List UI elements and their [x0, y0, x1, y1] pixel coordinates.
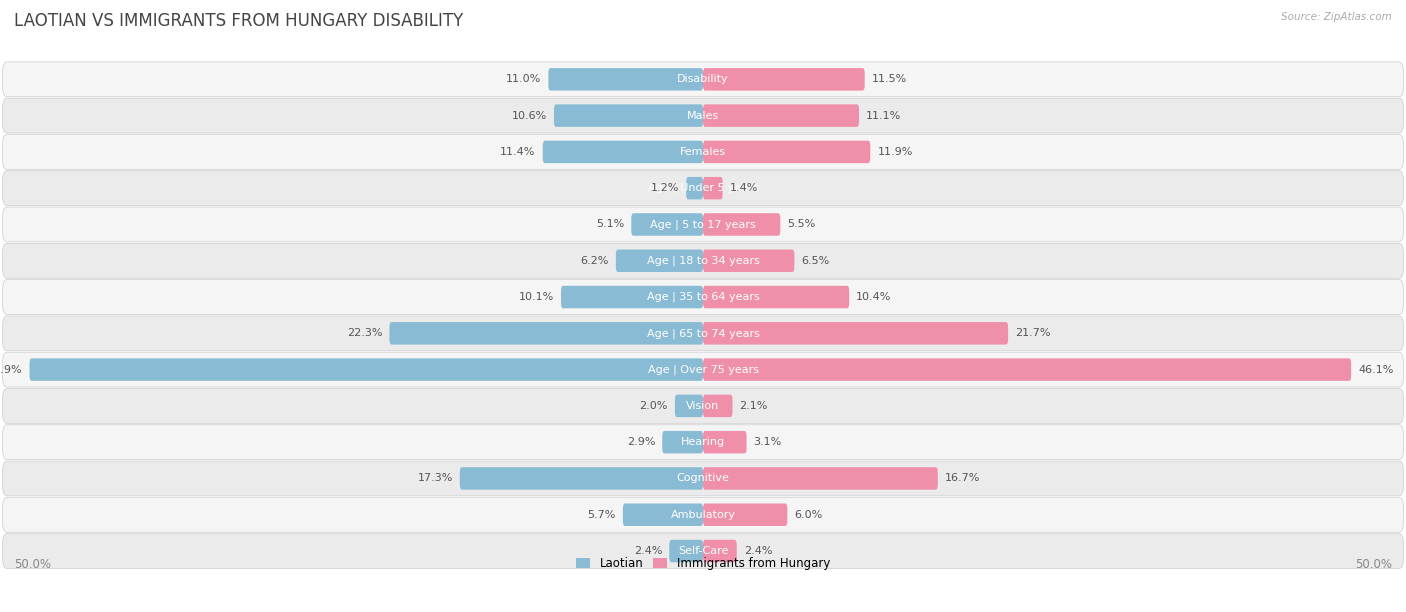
Text: 10.6%: 10.6%: [512, 111, 547, 121]
FancyBboxPatch shape: [631, 213, 703, 236]
FancyBboxPatch shape: [548, 68, 703, 91]
FancyBboxPatch shape: [703, 105, 859, 127]
FancyBboxPatch shape: [703, 540, 737, 562]
Text: 11.4%: 11.4%: [501, 147, 536, 157]
Text: 50.0%: 50.0%: [14, 558, 51, 571]
Text: 11.9%: 11.9%: [877, 147, 912, 157]
Text: Age | Under 5 years: Age | Under 5 years: [648, 183, 758, 193]
FancyBboxPatch shape: [3, 135, 1403, 170]
FancyBboxPatch shape: [623, 504, 703, 526]
Text: 2.4%: 2.4%: [634, 546, 662, 556]
Text: Vision: Vision: [686, 401, 720, 411]
Text: 46.1%: 46.1%: [1358, 365, 1393, 375]
Text: Hearing: Hearing: [681, 437, 725, 447]
Text: Source: ZipAtlas.com: Source: ZipAtlas.com: [1281, 12, 1392, 22]
FancyBboxPatch shape: [669, 540, 703, 562]
FancyBboxPatch shape: [460, 467, 703, 490]
Text: 22.3%: 22.3%: [347, 328, 382, 338]
FancyBboxPatch shape: [703, 177, 723, 200]
FancyBboxPatch shape: [3, 461, 1403, 496]
Text: Cognitive: Cognitive: [676, 474, 730, 483]
Text: 6.0%: 6.0%: [794, 510, 823, 520]
Text: 21.7%: 21.7%: [1015, 328, 1050, 338]
FancyBboxPatch shape: [703, 141, 870, 163]
FancyBboxPatch shape: [686, 177, 703, 200]
Text: 3.1%: 3.1%: [754, 437, 782, 447]
FancyBboxPatch shape: [3, 244, 1403, 278]
Text: Age | 35 to 64 years: Age | 35 to 64 years: [647, 292, 759, 302]
FancyBboxPatch shape: [703, 250, 794, 272]
FancyBboxPatch shape: [703, 213, 780, 236]
Text: Ambulatory: Ambulatory: [671, 510, 735, 520]
Text: Disability: Disability: [678, 74, 728, 84]
Text: 17.3%: 17.3%: [418, 474, 453, 483]
Text: LAOTIAN VS IMMIGRANTS FROM HUNGARY DISABILITY: LAOTIAN VS IMMIGRANTS FROM HUNGARY DISAB…: [14, 12, 464, 30]
Text: 2.0%: 2.0%: [640, 401, 668, 411]
FancyBboxPatch shape: [3, 280, 1403, 315]
FancyBboxPatch shape: [703, 395, 733, 417]
FancyBboxPatch shape: [703, 68, 865, 91]
Text: 6.5%: 6.5%: [801, 256, 830, 266]
FancyBboxPatch shape: [703, 431, 747, 453]
Text: 1.2%: 1.2%: [651, 183, 679, 193]
Text: 2.1%: 2.1%: [740, 401, 768, 411]
FancyBboxPatch shape: [3, 352, 1403, 387]
FancyBboxPatch shape: [554, 105, 703, 127]
FancyBboxPatch shape: [389, 322, 703, 345]
FancyBboxPatch shape: [3, 316, 1403, 351]
FancyBboxPatch shape: [3, 389, 1403, 424]
FancyBboxPatch shape: [561, 286, 703, 308]
Text: Age | 65 to 74 years: Age | 65 to 74 years: [647, 328, 759, 338]
FancyBboxPatch shape: [30, 359, 703, 381]
Text: Self-Care: Self-Care: [678, 546, 728, 556]
Text: Females: Females: [681, 147, 725, 157]
FancyBboxPatch shape: [3, 98, 1403, 133]
Text: 11.5%: 11.5%: [872, 74, 907, 84]
FancyBboxPatch shape: [3, 534, 1403, 569]
FancyBboxPatch shape: [662, 431, 703, 453]
FancyBboxPatch shape: [703, 286, 849, 308]
Text: 10.4%: 10.4%: [856, 292, 891, 302]
Text: 2.4%: 2.4%: [744, 546, 772, 556]
FancyBboxPatch shape: [3, 207, 1403, 242]
Text: Males: Males: [688, 111, 718, 121]
Text: 47.9%: 47.9%: [0, 365, 22, 375]
Legend: Laotian, Immigrants from Hungary: Laotian, Immigrants from Hungary: [576, 557, 830, 570]
FancyBboxPatch shape: [3, 62, 1403, 97]
FancyBboxPatch shape: [703, 504, 787, 526]
Text: 11.0%: 11.0%: [506, 74, 541, 84]
FancyBboxPatch shape: [616, 250, 703, 272]
Text: 50.0%: 50.0%: [1355, 558, 1392, 571]
Text: 5.7%: 5.7%: [588, 510, 616, 520]
Text: Age | 18 to 34 years: Age | 18 to 34 years: [647, 255, 759, 266]
Text: 10.1%: 10.1%: [519, 292, 554, 302]
FancyBboxPatch shape: [703, 322, 1008, 345]
FancyBboxPatch shape: [3, 171, 1403, 206]
Text: 5.5%: 5.5%: [787, 220, 815, 230]
Text: 5.1%: 5.1%: [596, 220, 624, 230]
Text: 2.9%: 2.9%: [627, 437, 655, 447]
Text: 6.2%: 6.2%: [581, 256, 609, 266]
FancyBboxPatch shape: [3, 425, 1403, 460]
Text: 11.1%: 11.1%: [866, 111, 901, 121]
FancyBboxPatch shape: [703, 467, 938, 490]
FancyBboxPatch shape: [3, 498, 1403, 532]
FancyBboxPatch shape: [703, 359, 1351, 381]
Text: 1.4%: 1.4%: [730, 183, 758, 193]
Text: 16.7%: 16.7%: [945, 474, 980, 483]
Text: Age | 5 to 17 years: Age | 5 to 17 years: [650, 219, 756, 230]
FancyBboxPatch shape: [675, 395, 703, 417]
FancyBboxPatch shape: [543, 141, 703, 163]
Text: Age | Over 75 years: Age | Over 75 years: [648, 364, 758, 375]
